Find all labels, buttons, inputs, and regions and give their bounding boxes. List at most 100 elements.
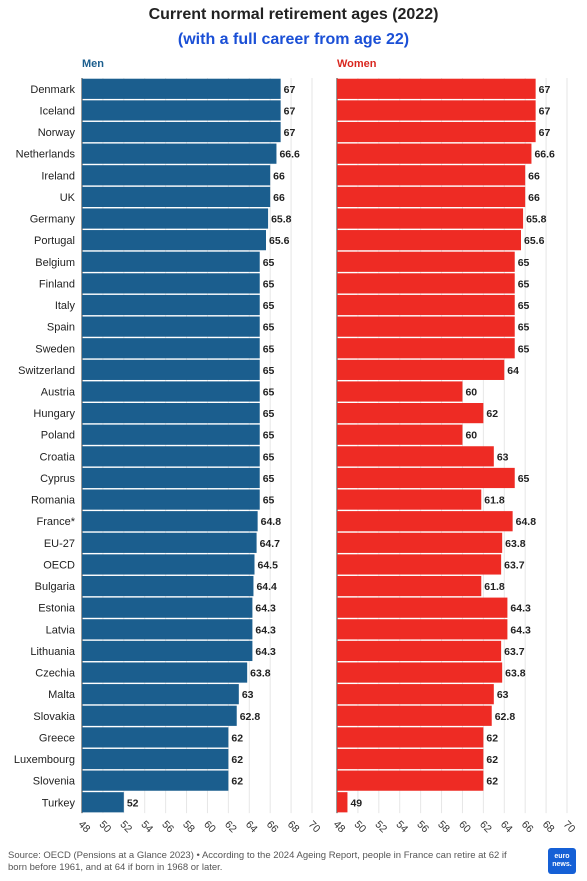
men-bar	[82, 619, 253, 640]
women-bar	[337, 511, 513, 532]
men-value-label: 64.8	[261, 516, 282, 528]
women-bar	[337, 78, 536, 99]
men-bar	[82, 78, 281, 99]
men-value-label: 65	[263, 495, 275, 507]
women-bar	[337, 467, 515, 489]
women-bar	[337, 619, 508, 640]
men-value-label: 62	[231, 732, 243, 744]
men-bar	[82, 338, 260, 359]
women-value-label: 62	[486, 776, 498, 788]
women-bar	[337, 121, 536, 143]
men-value-label: 65	[263, 365, 275, 377]
men-value-label: 65	[263, 386, 275, 398]
women-value-label: 62	[486, 754, 498, 766]
men-tick-label: 62	[222, 819, 239, 836]
women-bar	[337, 662, 503, 683]
women-value-label: 62	[486, 732, 498, 744]
country-label: Italy	[55, 300, 76, 312]
men-value-label: 52	[127, 797, 139, 809]
women-bar	[337, 532, 503, 553]
women-value-label: 64.3	[510, 624, 531, 636]
women-bar	[337, 792, 348, 813]
men-tick-label: 68	[285, 819, 302, 836]
men-value-label: 65	[263, 430, 275, 442]
men-bar	[82, 273, 260, 294]
country-label: Norway	[38, 127, 76, 139]
women-value-label: 66	[528, 192, 540, 204]
women-value-label: 65	[518, 473, 530, 485]
men-tick-label: 48	[76, 819, 93, 836]
country-label: Slovenia	[33, 776, 76, 788]
men-bar	[82, 251, 260, 272]
country-label: Greece	[39, 732, 75, 744]
women-bar	[337, 143, 532, 164]
men-value-label: 65	[263, 257, 275, 269]
women-value-label: 67	[539, 105, 551, 117]
men-bar	[82, 165, 271, 186]
country-label: Germany	[30, 214, 76, 226]
women-bar	[337, 446, 494, 467]
women-value-label: 65.8	[526, 214, 547, 226]
women-value-label: 61.8	[484, 581, 505, 593]
men-value-label: 66	[273, 192, 285, 204]
country-label: Iceland	[40, 105, 75, 117]
men-value-label: 66.6	[279, 149, 300, 161]
women-bar	[337, 100, 536, 121]
men-value-label: 65	[263, 300, 275, 312]
country-label: Belgium	[35, 257, 75, 269]
women-value-label: 49	[350, 797, 362, 809]
country-label: Cyprus	[40, 473, 75, 485]
men-value-label: 65	[263, 473, 275, 485]
women-value-label: 65	[518, 300, 530, 312]
women-bar	[337, 165, 526, 186]
women-bar	[337, 640, 502, 662]
women-value-label: 63.8	[505, 538, 526, 550]
women-value-label: 62.8	[495, 711, 516, 723]
country-label: Croatia	[40, 451, 76, 463]
women-tick-label: 58	[435, 819, 452, 836]
men-value-label: 64.3	[255, 646, 276, 658]
country-label: Poland	[41, 430, 75, 442]
women-bar	[337, 705, 492, 726]
men-value-label: 62	[231, 754, 243, 766]
country-label: Malta	[48, 689, 76, 701]
women-value-label: 63.7	[504, 559, 525, 571]
country-label: Hungary	[33, 408, 75, 420]
women-tick-label: 70	[561, 819, 578, 836]
women-tick-label: 64	[498, 819, 515, 836]
men-bar	[82, 554, 255, 575]
men-bar	[82, 597, 253, 618]
country-label: Austria	[41, 386, 76, 398]
country-label: Romania	[31, 495, 76, 507]
men-bar	[82, 446, 260, 467]
women-value-label: 63.8	[505, 668, 526, 680]
women-tick-label: 60	[456, 819, 473, 836]
country-label: Turkey	[42, 797, 76, 809]
country-label: Portugal	[34, 235, 75, 247]
men-bar	[82, 294, 260, 316]
country-label: Czechia	[35, 668, 76, 680]
men-value-label: 64.3	[255, 603, 276, 615]
women-bar	[337, 597, 508, 618]
women-value-label: 65.6	[524, 235, 545, 247]
women-bar	[337, 748, 484, 770]
men-bar	[82, 208, 269, 229]
source-note: Source: OECD (Pensions at a Glance 2023)…	[8, 850, 507, 873]
men-bar	[82, 705, 237, 726]
country-label: Netherlands	[16, 149, 76, 161]
country-label: OECD	[43, 559, 75, 571]
women-value-label: 64.8	[516, 516, 537, 528]
women-bar	[337, 575, 482, 597]
men-bar	[82, 792, 124, 813]
men-value-label: 65.8	[271, 214, 292, 226]
women-value-label: 61.8	[484, 495, 505, 507]
women-bar	[337, 338, 515, 359]
women-value-label: 65	[518, 322, 530, 334]
country-label: Denmark	[30, 84, 75, 96]
men-bar	[82, 186, 271, 208]
retirement-age-chart: Men 67 Denmark 67 Iceland 67 Norway 66.6 Netherl…	[14, 58, 578, 836]
men-tick-label: 64	[243, 819, 260, 836]
women-value-label: 63	[497, 689, 509, 701]
women-bar	[337, 770, 484, 791]
men-bar	[82, 381, 260, 402]
